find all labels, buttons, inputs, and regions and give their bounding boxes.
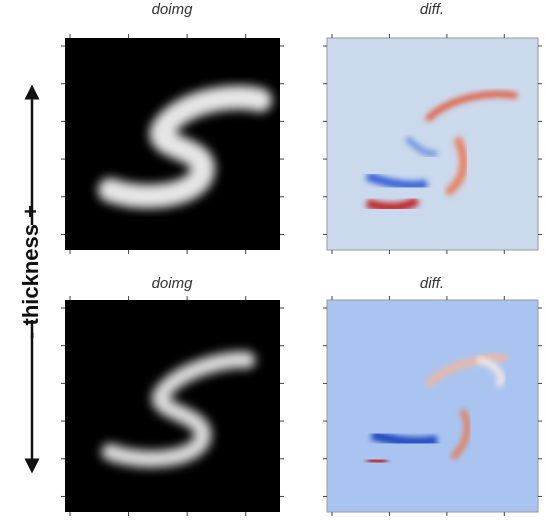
figure: doimg diff. doimg diff. - thickness + xyxy=(0,0,547,522)
panel-bg xyxy=(327,300,538,512)
diff-panel xyxy=(327,38,538,250)
panel-bg xyxy=(327,38,538,250)
image-panel xyxy=(65,300,280,512)
panel-title: diff. xyxy=(420,275,444,292)
diff-panel xyxy=(327,300,538,512)
panel-title: doimg xyxy=(152,275,194,292)
panel-title: doimg xyxy=(152,1,194,18)
diff-red xyxy=(367,460,387,462)
side-label: - thickness + xyxy=(18,205,43,339)
panel-title: diff. xyxy=(420,1,444,18)
image-panel xyxy=(65,38,280,250)
